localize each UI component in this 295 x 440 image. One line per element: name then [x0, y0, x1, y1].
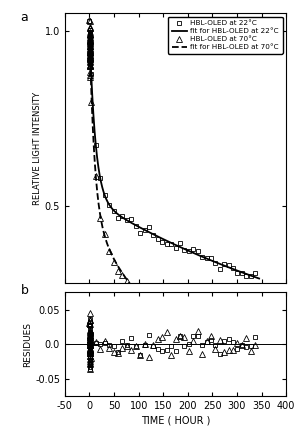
HBL-OLED at 22°C: [94, 143, 98, 148]
fit for HBL-OLED at 70°C: [98, 210, 102, 216]
HBL-OLED at 70°C: [88, 43, 92, 48]
Text: a: a: [21, 11, 28, 23]
Text: b: b: [21, 284, 29, 297]
HBL-OLED at 70°C: [249, 363, 253, 368]
HBL-OLED at 22°C: [88, 56, 92, 61]
HBL-OLED at 70°C: [253, 361, 257, 367]
fit for HBL-OLED at 70°C: [88, 28, 91, 33]
fit for HBL-OLED at 22°C: [196, 252, 199, 257]
HBL-OLED at 22°C: [88, 50, 92, 55]
fit for HBL-OLED at 22°C: [216, 260, 220, 266]
HBL-OLED at 22°C: [88, 29, 91, 34]
Legend: HBL-OLED at 22°C, fit for HBL-OLED at 22°C, HBL-OLED at 70°C, fit for HBL-OLED a: HBL-OLED at 22°C, fit for HBL-OLED at 22…: [168, 17, 283, 54]
Line: HBL-OLED at 22°C: HBL-OLED at 22°C: [87, 19, 258, 279]
Line: fit for HBL-OLED at 70°C: fit for HBL-OLED at 70°C: [89, 31, 259, 364]
Y-axis label: RELATIVE LIGHT INTENSITY: RELATIVE LIGHT INTENSITY: [33, 92, 42, 205]
fit for HBL-OLED at 70°C: [191, 337, 194, 342]
HBL-OLED at 22°C: [227, 262, 230, 268]
Line: HBL-OLED at 70°C: HBL-OLED at 70°C: [87, 17, 258, 368]
fit for HBL-OLED at 70°C: [216, 349, 220, 354]
fit for HBL-OLED at 22°C: [191, 250, 194, 255]
fit for HBL-OLED at 70°C: [196, 340, 199, 345]
fit for HBL-OLED at 70°C: [257, 362, 261, 367]
fit for HBL-OLED at 22°C: [257, 276, 261, 281]
HBL-OLED at 70°C: [88, 62, 92, 67]
HBL-OLED at 70°C: [227, 356, 230, 361]
HBL-OLED at 22°C: [88, 42, 92, 47]
HBL-OLED at 22°C: [249, 274, 253, 279]
HBL-OLED at 70°C: [94, 173, 98, 179]
fit for HBL-OLED at 22°C: [234, 268, 237, 273]
Line: fit for HBL-OLED at 22°C: fit for HBL-OLED at 22°C: [89, 31, 259, 279]
fit for HBL-OLED at 22°C: [98, 174, 102, 179]
HBL-OLED at 70°C: [88, 39, 92, 44]
Y-axis label: RESIDUES: RESIDUES: [23, 322, 32, 367]
fit for HBL-OLED at 22°C: [186, 248, 190, 253]
fit for HBL-OLED at 70°C: [234, 355, 237, 360]
HBL-OLED at 22°C: [253, 271, 257, 276]
fit for HBL-OLED at 70°C: [186, 334, 190, 339]
HBL-OLED at 70°C: [88, 26, 91, 31]
HBL-OLED at 22°C: [88, 18, 91, 24]
fit for HBL-OLED at 22°C: [88, 28, 91, 33]
HBL-OLED at 70°C: [88, 17, 91, 22]
X-axis label: TIME ( HOUR ): TIME ( HOUR ): [141, 415, 210, 425]
